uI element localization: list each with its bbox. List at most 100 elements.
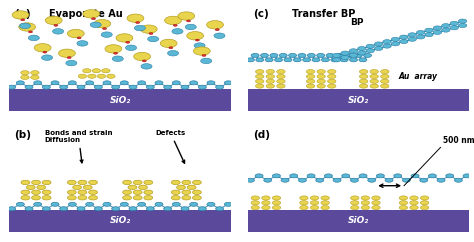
Text: Evaporate Au: Evaporate Au — [49, 9, 123, 19]
Circle shape — [361, 205, 370, 210]
Circle shape — [82, 69, 91, 73]
Circle shape — [361, 196, 370, 200]
Circle shape — [192, 196, 201, 200]
Circle shape — [261, 53, 268, 57]
Circle shape — [67, 190, 76, 195]
Circle shape — [349, 58, 357, 62]
Text: SiO₂: SiO₂ — [109, 216, 131, 225]
Circle shape — [190, 202, 198, 206]
Circle shape — [272, 196, 281, 200]
Circle shape — [256, 58, 264, 62]
Circle shape — [25, 207, 33, 211]
Circle shape — [171, 180, 180, 185]
Circle shape — [34, 81, 42, 85]
Circle shape — [399, 205, 408, 210]
Circle shape — [328, 84, 336, 88]
Circle shape — [273, 174, 281, 178]
Circle shape — [328, 74, 336, 78]
Circle shape — [142, 60, 146, 62]
Circle shape — [359, 174, 367, 178]
Circle shape — [262, 205, 270, 210]
Circle shape — [128, 185, 137, 189]
Circle shape — [78, 180, 87, 185]
Circle shape — [54, 24, 58, 26]
Circle shape — [42, 196, 51, 200]
Circle shape — [270, 53, 278, 57]
Circle shape — [425, 33, 433, 37]
Circle shape — [167, 51, 179, 56]
Text: (a): (a) — [14, 9, 30, 19]
Circle shape — [198, 207, 206, 211]
Circle shape — [340, 58, 348, 62]
Circle shape — [266, 69, 274, 74]
Circle shape — [332, 58, 341, 62]
Circle shape — [112, 85, 119, 89]
Circle shape — [372, 201, 380, 205]
Circle shape — [207, 202, 215, 206]
Circle shape — [172, 29, 183, 34]
Circle shape — [458, 23, 467, 28]
Circle shape — [463, 174, 471, 178]
Circle shape — [351, 205, 359, 210]
Circle shape — [341, 51, 349, 55]
Circle shape — [306, 79, 315, 83]
Circle shape — [8, 207, 16, 211]
Circle shape — [298, 53, 306, 57]
Circle shape — [351, 201, 359, 205]
Circle shape — [214, 33, 225, 38]
Circle shape — [129, 85, 137, 89]
Circle shape — [300, 201, 308, 205]
Circle shape — [265, 58, 273, 62]
Circle shape — [177, 185, 185, 189]
Circle shape — [399, 196, 408, 200]
Circle shape — [123, 196, 131, 200]
Circle shape — [394, 174, 401, 178]
Circle shape — [42, 190, 51, 195]
Circle shape — [316, 178, 324, 182]
Circle shape — [255, 79, 264, 83]
Circle shape — [144, 190, 153, 195]
Circle shape — [224, 202, 232, 206]
Circle shape — [383, 44, 391, 48]
Circle shape — [77, 41, 88, 46]
Circle shape — [178, 12, 195, 20]
Circle shape — [293, 58, 301, 62]
Circle shape — [290, 174, 298, 178]
Text: Defects: Defects — [155, 130, 186, 163]
Circle shape — [26, 185, 35, 189]
Circle shape — [281, 178, 289, 182]
Circle shape — [12, 11, 29, 19]
Circle shape — [321, 58, 329, 62]
Circle shape — [417, 35, 425, 39]
Circle shape — [262, 201, 270, 205]
Text: SiO₂: SiO₂ — [348, 96, 369, 105]
Circle shape — [370, 79, 378, 83]
Circle shape — [120, 81, 128, 85]
Circle shape — [299, 178, 306, 182]
Circle shape — [255, 174, 263, 178]
Circle shape — [97, 74, 106, 78]
Circle shape — [410, 205, 418, 210]
Circle shape — [306, 84, 315, 88]
Circle shape — [123, 180, 131, 185]
Circle shape — [370, 84, 378, 88]
Circle shape — [428, 174, 437, 178]
Circle shape — [433, 30, 442, 34]
Circle shape — [350, 178, 358, 182]
Circle shape — [368, 178, 376, 182]
Circle shape — [21, 71, 29, 75]
Circle shape — [317, 53, 325, 57]
Circle shape — [420, 205, 429, 210]
Circle shape — [164, 207, 172, 211]
Circle shape — [114, 52, 118, 54]
Text: (b): (b) — [14, 130, 31, 140]
Circle shape — [255, 74, 264, 78]
Circle shape — [112, 207, 119, 211]
Bar — [9, 89, 230, 111]
Circle shape — [216, 207, 224, 211]
Circle shape — [333, 178, 341, 182]
Text: Au  array: Au array — [399, 72, 438, 81]
Circle shape — [336, 53, 344, 57]
Circle shape — [207, 81, 215, 85]
Circle shape — [321, 201, 329, 205]
